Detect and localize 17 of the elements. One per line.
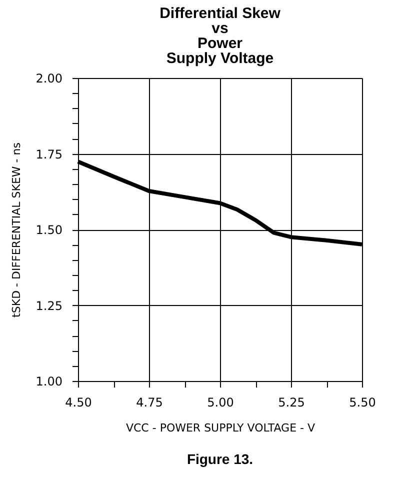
text: Power <box>197 35 243 52</box>
y-axis-title: tSKD - DIFFERENTIAL SKEW - ns <box>10 142 23 318</box>
x-tick-label: 4.75 <box>136 396 163 410</box>
y-tick-label: 1.50 <box>36 223 62 237</box>
text: Differential Skew <box>160 5 280 22</box>
text: Supply Voltage <box>166 50 274 67</box>
y-tick-label: 2.00 <box>36 72 62 86</box>
y-tick-label: 1.25 <box>36 298 62 313</box>
y-tick-label: 1.00 <box>36 374 62 388</box>
x-tick-label: 5.50 <box>349 396 376 410</box>
caption: Figure 13. <box>186 451 254 467</box>
text: vs <box>212 20 228 37</box>
x-tick-label: 4.50 <box>65 396 92 410</box>
y-tick-label: 1.75 <box>36 147 62 162</box>
x-axis-title: VCC - POWER SUPPLY VOLTAGE - V <box>126 422 316 434</box>
x-tick-label: 5.00 <box>207 396 234 410</box>
x-tick-label: 5.25 <box>278 396 305 410</box>
